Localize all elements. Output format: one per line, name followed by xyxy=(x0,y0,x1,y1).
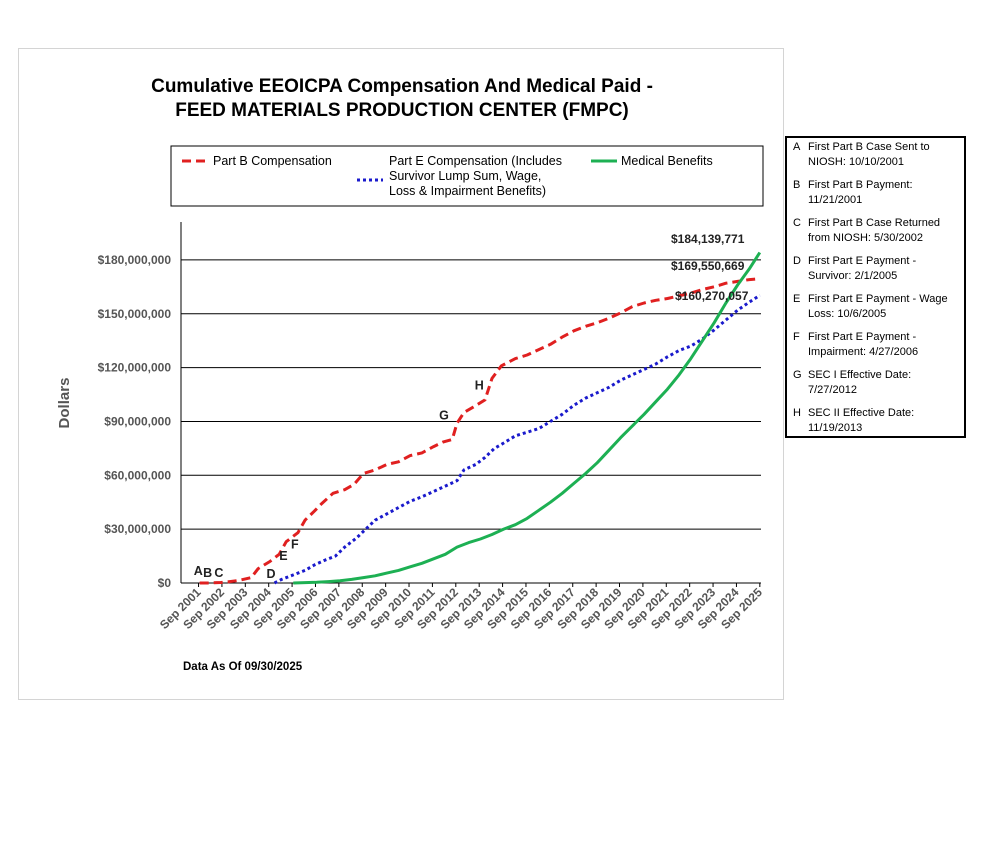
note-letter: F xyxy=(793,331,800,343)
series-line-0 xyxy=(199,277,760,585)
note-text-line: First Part E Payment - xyxy=(808,255,917,267)
legend-box xyxy=(170,145,764,207)
event-marker-a: A xyxy=(194,564,203,578)
note-text: First Part E Payment - Impairment: 4/27/2… xyxy=(808,330,960,360)
note-text-line: First Part B Case Sent to xyxy=(808,141,930,153)
note-text: First Part B Case Sent to NIOSH: 10/10/20… xyxy=(808,140,960,170)
note-letter: B xyxy=(793,179,801,191)
note-text: First Part B Case Returned from NIOSH: 5/… xyxy=(808,216,960,246)
note-text: SEC II Effective Date: 11/19/2013 xyxy=(808,406,960,436)
data-as-of-footnote: Data As Of 09/30/2025 xyxy=(183,661,303,673)
event-notes-box: A First Part B Case Sent to NIOSH: 10/10/2… xyxy=(785,136,966,438)
y-axis-title: Dollars xyxy=(56,378,73,429)
note-text: SEC I Effective Date: 7/27/2012 xyxy=(808,368,960,398)
y-tick-label: $90,000,000 xyxy=(104,414,171,428)
event-marker-e: E xyxy=(279,549,287,563)
note-item-c: C First Part B Case Returned from NIOSH: 5… xyxy=(793,216,960,246)
legend-label: Part B Compensation xyxy=(213,154,332,168)
note-item-h: H SEC II Effective Date: 11/19/2013 xyxy=(793,406,960,436)
note-text-line: 11/19/2013 xyxy=(808,422,863,434)
end-value-label: $169,550,669 xyxy=(671,259,745,273)
note-item-a: A First Part B Case Sent to NIOSH: 10/10/2… xyxy=(793,140,960,170)
note-text: First Part B Payment: 11/21/2001 xyxy=(808,178,960,208)
note-text-line: NIOSH: 10/10/2001 xyxy=(808,156,905,168)
note-letter: D xyxy=(793,255,801,267)
series-line-2 xyxy=(293,251,762,585)
event-marker-f: F xyxy=(291,538,299,552)
note-text-line: 11/21/2001 xyxy=(808,194,863,206)
y-tick-label: $60,000,000 xyxy=(104,468,171,482)
note-text-line: Survivor: 2/1/2005 xyxy=(808,270,898,282)
event-marker-c: C xyxy=(214,566,223,580)
note-text-line: First Part B Case Returned xyxy=(808,217,941,229)
series-line-1 xyxy=(273,294,761,585)
note-text-line: SEC I Effective Date: xyxy=(808,369,912,381)
note-letter: A xyxy=(793,141,801,153)
note-text-line: First Part E Payment - xyxy=(808,331,917,343)
end-value-label: $160,270,057 xyxy=(675,289,749,303)
event-marker-g: G xyxy=(439,408,449,422)
note-text-line: Loss: 10/6/2005 xyxy=(808,308,887,320)
note-letter: H xyxy=(793,407,801,419)
note-item-f: F First Part E Payment - Impairment: 4/27/… xyxy=(793,330,960,360)
note-item-e: E First Part E Payment - Wage Loss: 10/6/2… xyxy=(793,292,960,322)
legend-label: Loss & Impairment Benefits) xyxy=(389,184,546,198)
event-marker-h: H xyxy=(475,378,484,392)
end-value-label: $184,139,771 xyxy=(671,232,745,246)
note-text-line: 7/27/2012 xyxy=(808,384,857,396)
legend-label: Medical Benefits xyxy=(621,154,713,168)
note-text-line: First Part E Payment - Wage xyxy=(808,293,948,305)
legend-label: Part E Compensation (Includes xyxy=(389,154,562,168)
note-text-line: SEC II Effective Date: xyxy=(808,407,915,419)
note-letter: G xyxy=(793,369,802,381)
chart-svg: Cumulative EEOICPA Compensation And Medi… xyxy=(56,76,765,673)
y-tick-label: $120,000,000 xyxy=(98,361,172,375)
legend-label: Survivor Lump Sum, Wage, xyxy=(389,169,541,183)
event-marker-d: D xyxy=(267,567,276,581)
note-letter: E xyxy=(793,293,801,305)
note-text-line: Impairment: 4/27/2006 xyxy=(808,346,919,358)
y-tick-label: $150,000,000 xyxy=(98,307,172,321)
note-text-line: First Part B Payment: xyxy=(808,179,913,191)
note-text-line: from NIOSH: 5/30/2002 xyxy=(808,232,923,244)
note-item-g: G SEC I Effective Date: 7/27/2012 xyxy=(793,368,960,398)
note-item-d: D First Part E Payment - Survivor: 2/1/200… xyxy=(793,254,960,284)
note-letter: C xyxy=(793,217,801,229)
chart-title-line: Cumulative EEOICPA Compensation And Medi… xyxy=(151,76,653,97)
y-tick-label: $0 xyxy=(158,576,172,590)
chart-title-line: FEED MATERIALS PRODUCTION CENTER (FMPC) xyxy=(175,100,629,121)
note-text: First Part E Payment - Survivor: 2/1/2005 xyxy=(808,254,960,284)
y-tick-label: $180,000,000 xyxy=(98,253,172,267)
chart-frame: Cumulative EEOICPA Compensation And Medi… xyxy=(18,48,784,700)
note-item-b: B First Part B Payment: 11/21/2001 xyxy=(793,178,960,208)
note-text: First Part E Payment - Wage Loss: 10/6/20… xyxy=(808,292,960,322)
y-tick-label: $30,000,000 xyxy=(104,522,171,536)
event-marker-b: B xyxy=(203,566,212,580)
